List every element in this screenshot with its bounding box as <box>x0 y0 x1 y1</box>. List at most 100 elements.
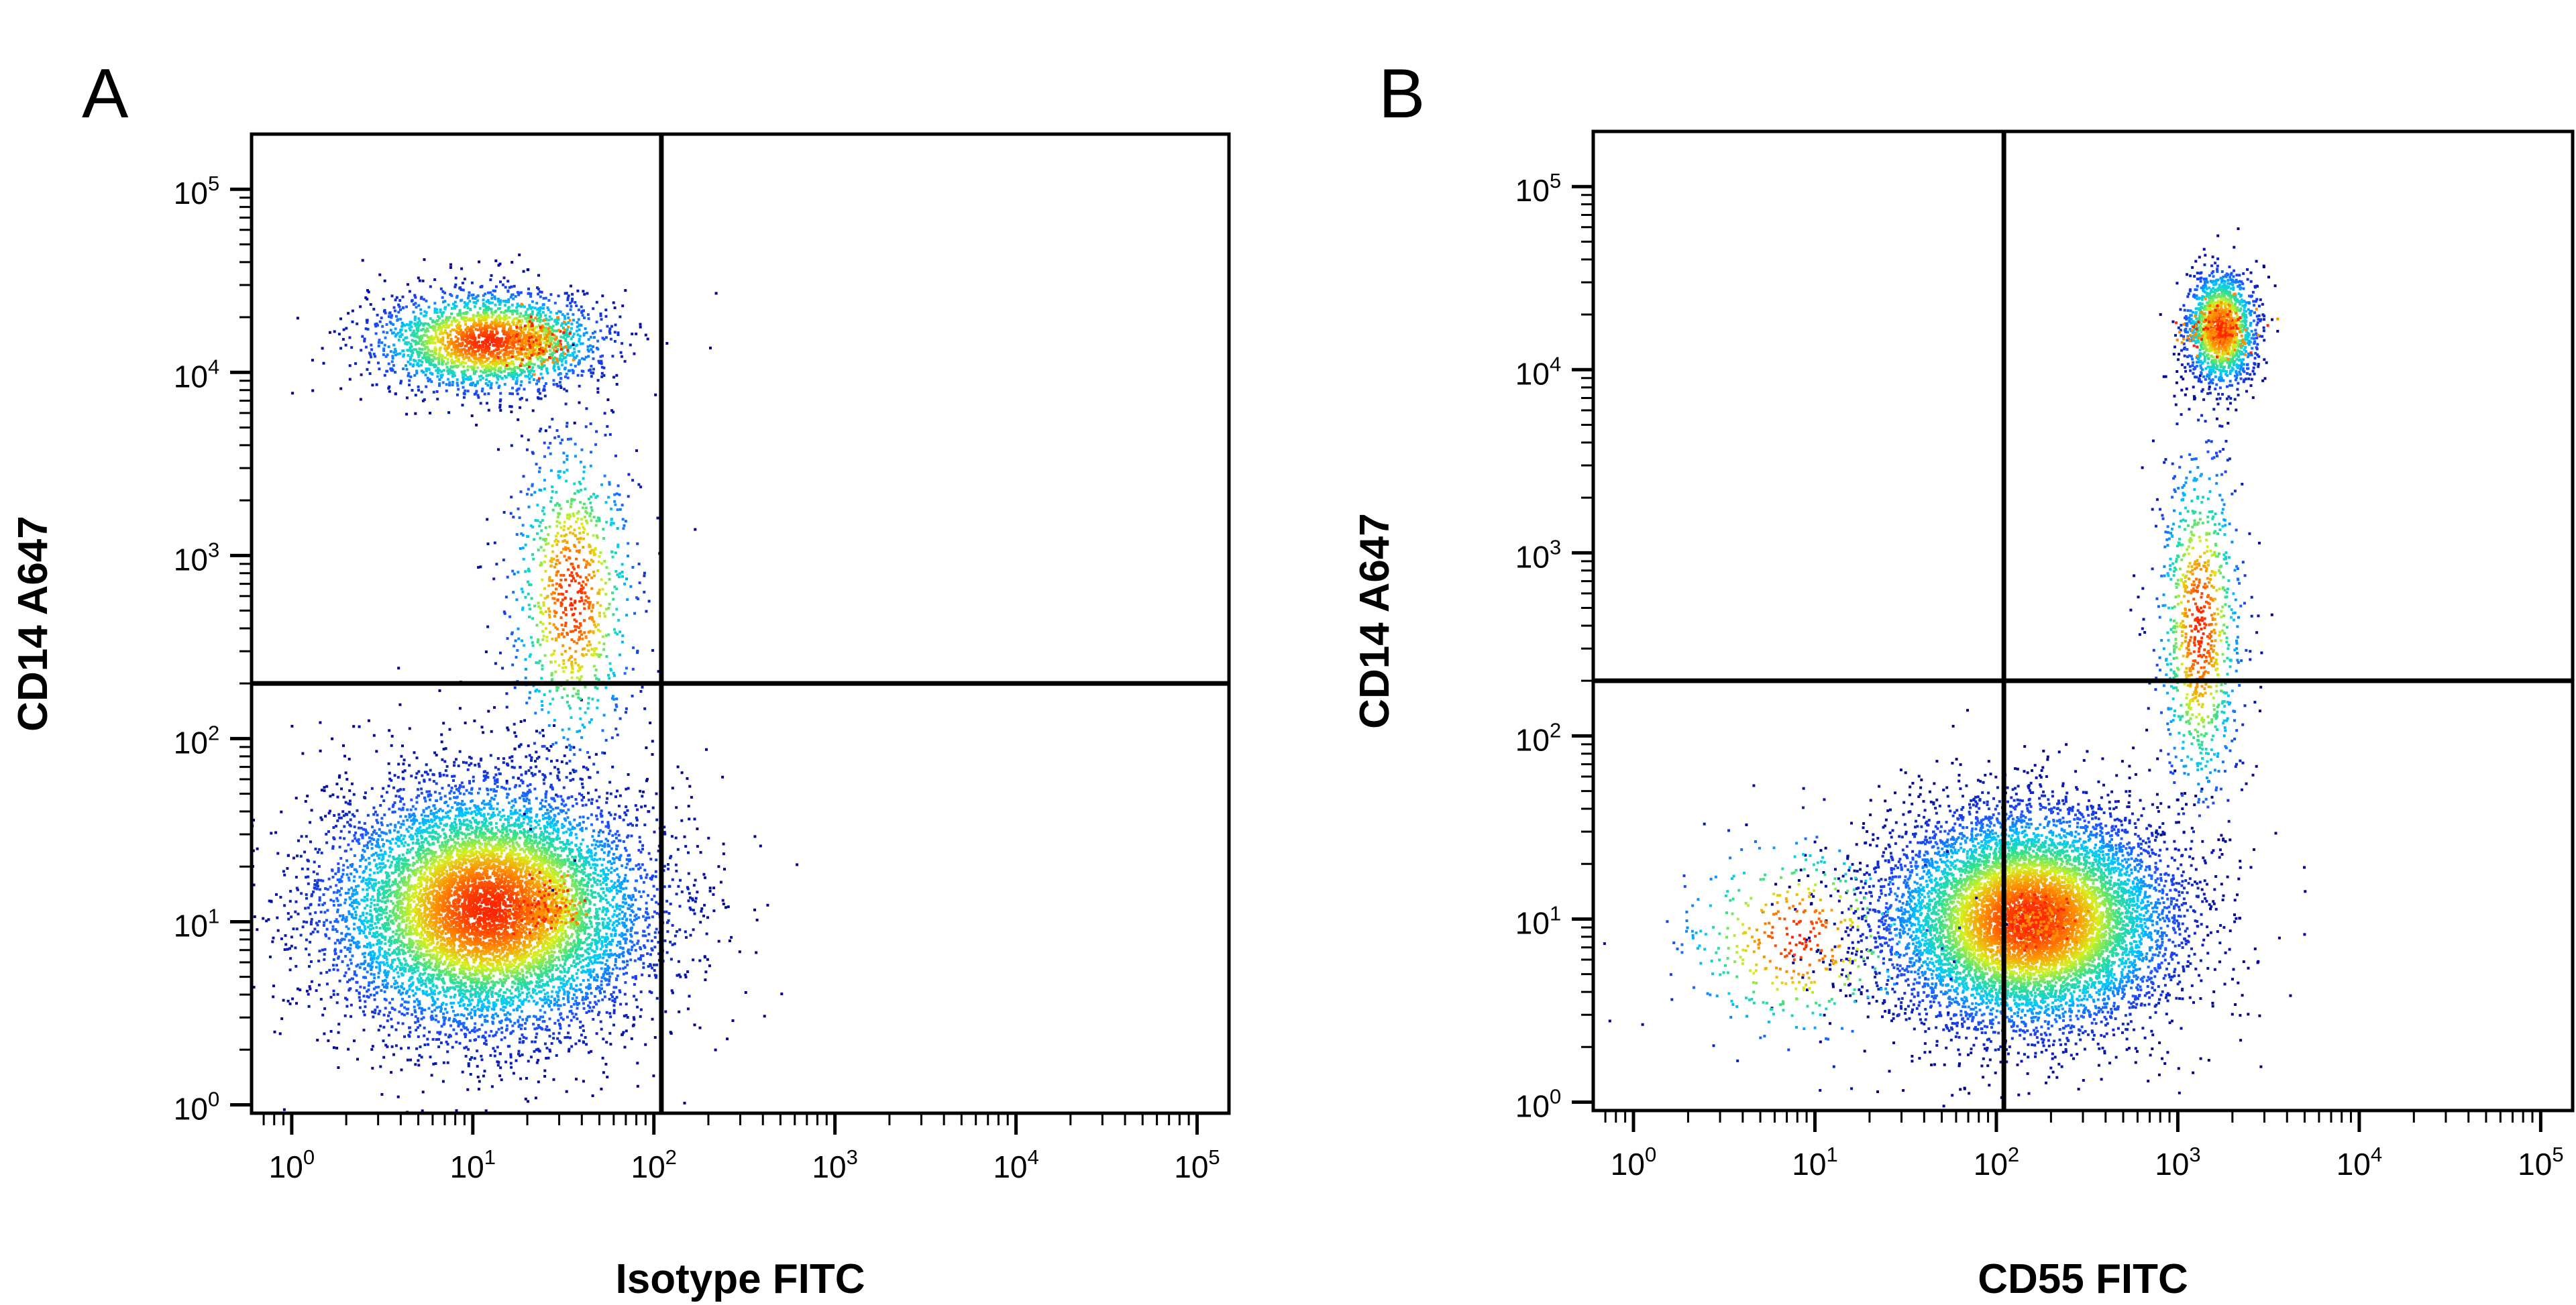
data-point <box>414 1063 417 1066</box>
data-point <box>484 950 488 953</box>
data-point <box>296 854 299 858</box>
data-point <box>390 942 393 946</box>
data-point <box>494 773 498 777</box>
data-point <box>425 879 428 883</box>
data-point <box>547 905 550 907</box>
data-point <box>551 807 555 811</box>
data-point <box>518 1015 521 1019</box>
data-point <box>441 891 444 894</box>
data-point <box>587 952 590 956</box>
data-point <box>395 929 398 932</box>
data-point <box>614 960 617 963</box>
data-point <box>394 980 397 982</box>
data-point <box>639 990 643 994</box>
data-point <box>574 885 577 889</box>
data-point <box>497 923 500 927</box>
data-point <box>531 996 534 999</box>
data-point <box>586 937 589 940</box>
data-point <box>374 986 378 989</box>
data-point <box>490 821 493 824</box>
data-point <box>534 760 537 762</box>
data-point <box>464 885 468 888</box>
data-point <box>476 864 480 867</box>
data-point <box>458 958 461 961</box>
data-point <box>323 786 326 789</box>
data-point <box>382 866 385 869</box>
data-point <box>590 823 593 826</box>
data-point <box>400 915 403 919</box>
data-point <box>555 890 559 893</box>
data-point <box>284 934 287 938</box>
data-point <box>634 949 637 952</box>
data-point <box>439 925 442 928</box>
data-point <box>657 941 660 944</box>
data-point <box>413 900 416 903</box>
data-point <box>558 926 561 929</box>
data-point <box>494 905 498 908</box>
data-point <box>486 995 490 998</box>
data-point <box>616 914 619 917</box>
data-point <box>610 993 613 996</box>
data-point <box>538 770 541 773</box>
data-point <box>506 818 510 821</box>
data-point <box>465 953 468 956</box>
data-point <box>476 886 480 889</box>
data-point <box>576 1002 579 1005</box>
data-point <box>484 883 488 887</box>
data-point <box>506 880 510 883</box>
data-point <box>474 820 477 824</box>
data-point <box>490 1085 494 1088</box>
data-point <box>442 722 445 725</box>
data-point <box>482 867 486 870</box>
data-point <box>463 992 466 996</box>
data-point <box>529 829 533 832</box>
data-point <box>606 968 609 972</box>
data-point <box>501 828 504 832</box>
data-point <box>535 1032 539 1035</box>
data-point <box>406 1058 409 1062</box>
data-point <box>476 923 480 926</box>
data-point <box>505 781 508 785</box>
data-point <box>478 971 482 974</box>
data-point <box>326 888 329 891</box>
data-point <box>501 831 504 834</box>
data-point <box>382 961 385 964</box>
data-point <box>405 926 408 929</box>
data-point <box>484 920 487 923</box>
data-point <box>559 982 563 984</box>
data-point <box>579 983 582 986</box>
data-point <box>407 881 410 885</box>
data-point <box>394 1044 398 1047</box>
data-point <box>435 899 438 902</box>
data-point <box>489 972 492 975</box>
data-point <box>312 890 315 893</box>
data-point <box>423 964 426 968</box>
data-point <box>271 940 274 944</box>
data-point <box>481 927 484 930</box>
data-point <box>520 773 523 777</box>
data-point <box>627 823 630 826</box>
data-point <box>543 984 546 987</box>
data-point <box>559 924 563 927</box>
data-point <box>500 927 503 930</box>
data-point <box>333 948 337 951</box>
data-point <box>655 888 659 891</box>
data-point <box>385 905 388 909</box>
data-point <box>646 939 649 942</box>
data-point <box>482 852 485 855</box>
data-point <box>419 923 423 927</box>
data-point <box>469 824 472 828</box>
data-point <box>390 779 393 782</box>
data-point <box>377 1012 380 1015</box>
data-point <box>538 961 541 964</box>
data-point <box>527 744 530 748</box>
data-point <box>484 1031 488 1034</box>
data-point <box>497 1027 500 1031</box>
data-point <box>455 796 458 799</box>
data-point <box>473 931 476 935</box>
data-point <box>416 838 419 842</box>
data-point <box>441 930 444 933</box>
data-point <box>543 952 547 954</box>
data-point <box>374 935 377 939</box>
data-point <box>402 758 406 762</box>
